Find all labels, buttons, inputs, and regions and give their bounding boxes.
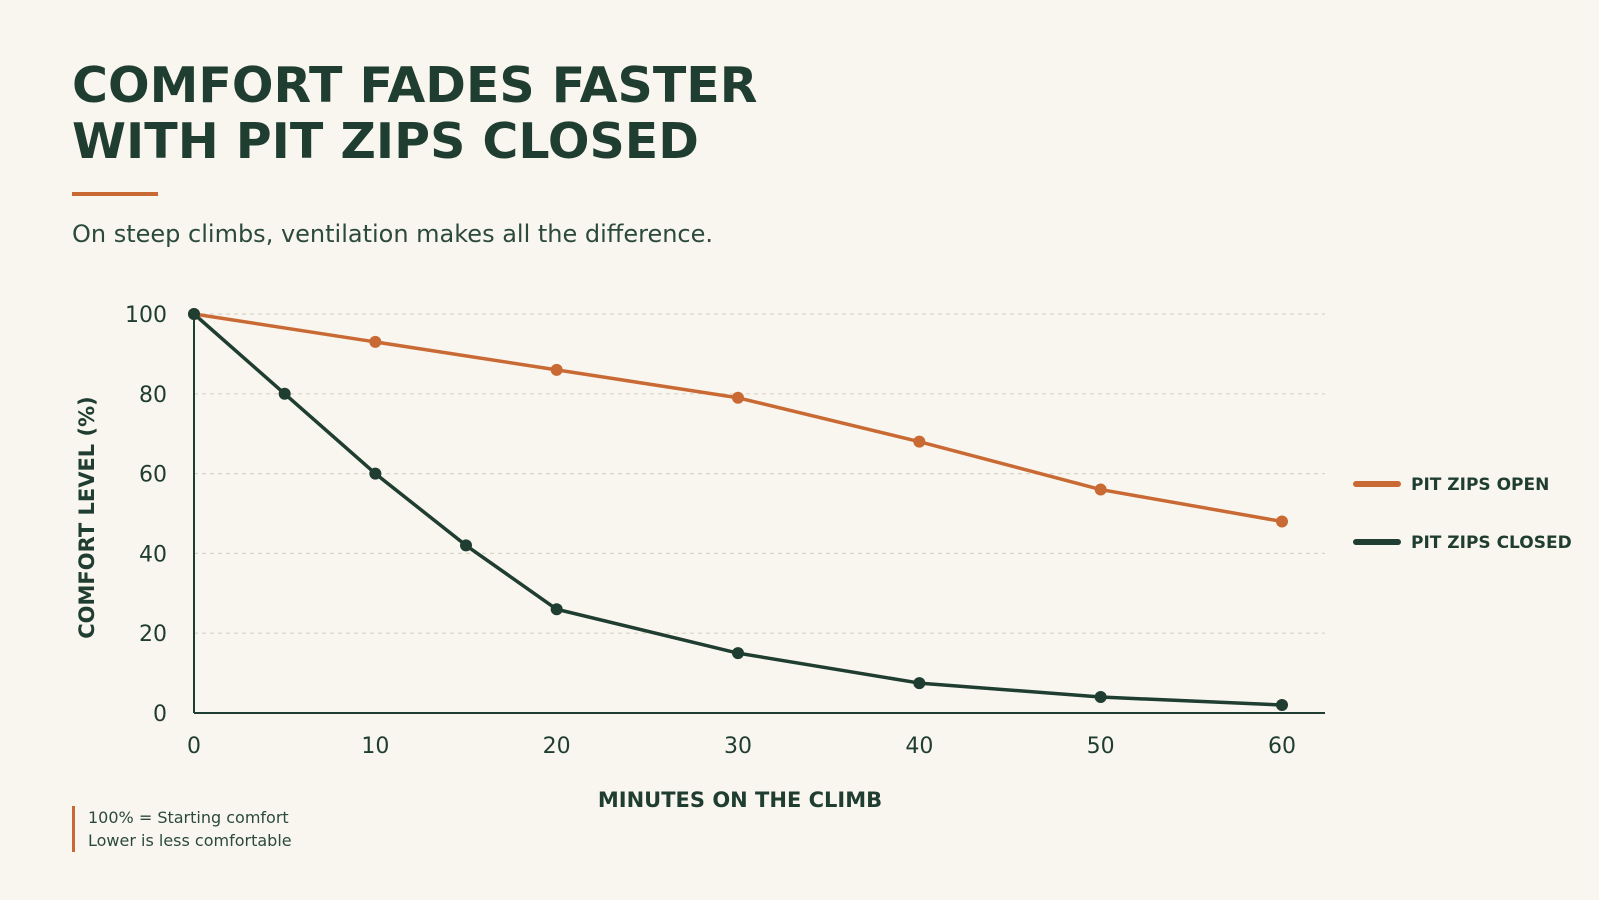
data-point-pit-zips-closed-20 [550,603,563,616]
data-point-pit-zips-open-40 [913,435,926,448]
data-point-pit-zips-closed-40 [913,677,926,690]
data-point-pit-zips-closed-60 [1276,699,1288,712]
y-tick-label-40: 40 [139,542,167,567]
y-tick-label-20: 20 [139,622,167,647]
x-tick-label-60: 60 [1268,734,1296,759]
y-tick-label-100: 100 [125,303,167,328]
data-point-pit-zips-closed-50 [1094,691,1107,704]
footnote-line-2: Lower is less comfortable [88,831,292,850]
series-line-pit-zips-open [192,312,1284,524]
chart-title: COMFORT FADES FASTER WITH PIT ZIPS CLOSE… [72,58,757,170]
footnote-line-1: 100% = Starting comfort [88,808,289,827]
data-point-pit-zips-closed-5 [278,387,291,400]
x-tick-label-10: 10 [361,734,389,759]
y-tick-label-60: 60 [139,463,167,488]
x-tick-label-40: 40 [905,734,933,759]
data-point-pit-zips-open-20 [550,363,563,376]
chart-subtitle: On steep climbs, ventilation makes all t… [72,220,714,248]
chart-title-line-2: WITH PIT ZIPS CLOSED [72,113,699,170]
x-tick-label-0: 0 [187,734,201,759]
data-point-pit-zips-open-10 [369,335,382,348]
title-accent-rule [72,192,158,196]
chart-footnote: 100% = Starting comfort Lower is less co… [72,806,292,852]
chart-title-line-1: COMFORT FADES FASTER [72,57,758,114]
y-tick-label-80: 80 [139,383,167,408]
data-point-pit-zips-closed-0 [188,308,200,320]
y-axis-title: COMFORT LEVEL (%) [75,396,99,638]
x-tick-label-50: 50 [1087,734,1115,759]
data-point-pit-zips-closed-10 [369,467,382,480]
x-axis-title: MINUTES ON THE CLIMB [598,788,882,812]
x-tick-label-30: 30 [724,734,752,759]
series-line-pit-zips-closed [192,312,1284,707]
data-point-pit-zips-closed-15 [460,539,472,552]
y-tick-label-0: 0 [153,702,167,727]
data-point-pit-zips-open-60 [1276,515,1288,528]
legend-label-pit-zips-closed: PIT ZIPS CLOSED [1411,533,1572,553]
data-point-pit-zips-closed-30 [732,647,744,660]
legend-label-pit-zips-open: PIT ZIPS OPEN [1411,475,1549,495]
data-point-pit-zips-open-30 [732,391,744,404]
x-tick-label-20: 20 [543,734,571,759]
data-point-pit-zips-open-50 [1094,483,1107,496]
